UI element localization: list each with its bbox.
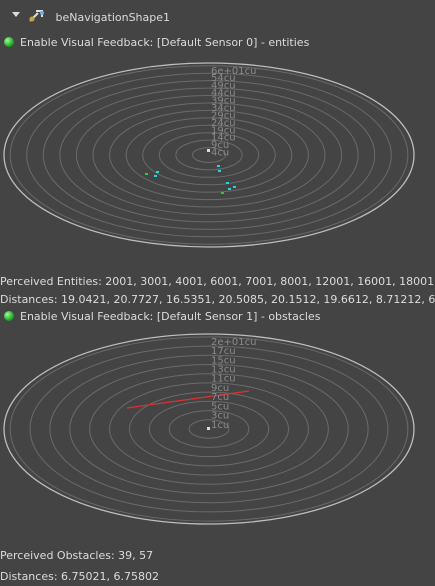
radar-ring (191, 147, 227, 163)
perceived: Perceived Obstacles: 39, 57 (0, 549, 154, 562)
ring-label: 15cu (211, 355, 236, 366)
toggle-row: Enable Visual Feedback: [Default Sensor … (0, 36, 435, 49)
ring-label: 29cu (211, 110, 236, 121)
toggle[interactable] (4, 311, 14, 321)
radar-ring (128, 391, 290, 467)
ring-label: 3cu (211, 411, 229, 422)
ring-label: 4cu (211, 148, 229, 159)
radar-ring (92, 102, 326, 208)
radar-ring (29, 345, 389, 513)
radar-ring (59, 87, 359, 223)
ring-label: 1cu (211, 420, 229, 431)
radar-outline (3, 62, 415, 248)
ring-label: 24cu (211, 118, 236, 129)
ring-label: 34cu (211, 103, 236, 114)
radar-ring (9, 65, 409, 245)
header-icons (12, 10, 44, 22)
toggle-row: Enable Visual Feedback: [Default Sensor … (0, 310, 435, 323)
ring-label: 5cu (211, 401, 229, 412)
header: beNavigationShape1 (12, 9, 435, 24)
radar-ring (142, 124, 276, 186)
radar-ring (158, 132, 260, 178)
distances: Distances: 19.0421, 20.7727, 16.5351, 20… (0, 293, 435, 306)
toggle-label[interactable]: Enable Visual Feedback: [Default Sensor … (20, 310, 321, 323)
toggle-label[interactable]: Enable Visual Feedback: [Default Sensor … (20, 36, 310, 49)
radar-ring (89, 373, 329, 485)
radar-ring (49, 354, 369, 504)
radar-ring (188, 419, 230, 439)
ring-label: 6e+01cu (211, 66, 256, 77)
ring-label: 9cu (211, 140, 229, 151)
ring-label: 11cu (211, 374, 236, 385)
radar-ring (9, 336, 409, 522)
radar-ring (125, 117, 293, 193)
ring-label: 9cu (211, 383, 229, 394)
perceived: Perceived Entities: 2001, 3001, 4001, 60… (0, 275, 435, 288)
radar-ring (148, 400, 270, 458)
ring-label: 17cu (211, 346, 236, 357)
distances: Distances: 6.75021, 6.75802 (0, 570, 160, 583)
ring-label: 2e+01cu (211, 337, 256, 348)
radar-ring (175, 139, 243, 171)
radar-ring (26, 72, 392, 238)
ring-label: 39cu (211, 96, 236, 107)
ring-label: 14cu (211, 133, 236, 144)
radar-ring (109, 109, 309, 201)
ring-label: 13cu (211, 364, 236, 375)
ring-label: 7cu (211, 392, 229, 403)
radar-ring (69, 363, 349, 495)
ring-label: 54cu (211, 73, 236, 84)
radar: 6e+01cu54cu49cu44cu39cu34cu29cu24cu19cu1… (3, 62, 415, 248)
radar-ring (75, 95, 343, 215)
ring-label: 49cu (211, 81, 236, 92)
radar-ring (42, 80, 376, 230)
ring-label: 44cu (211, 88, 236, 99)
radar-ring (109, 382, 309, 476)
toggle[interactable] (4, 37, 14, 47)
ring-label: 19cu (211, 125, 236, 136)
radar-outline (3, 333, 415, 525)
node-title[interactable]: beNavigationShape1 (55, 11, 171, 24)
radar-ring (168, 410, 250, 448)
